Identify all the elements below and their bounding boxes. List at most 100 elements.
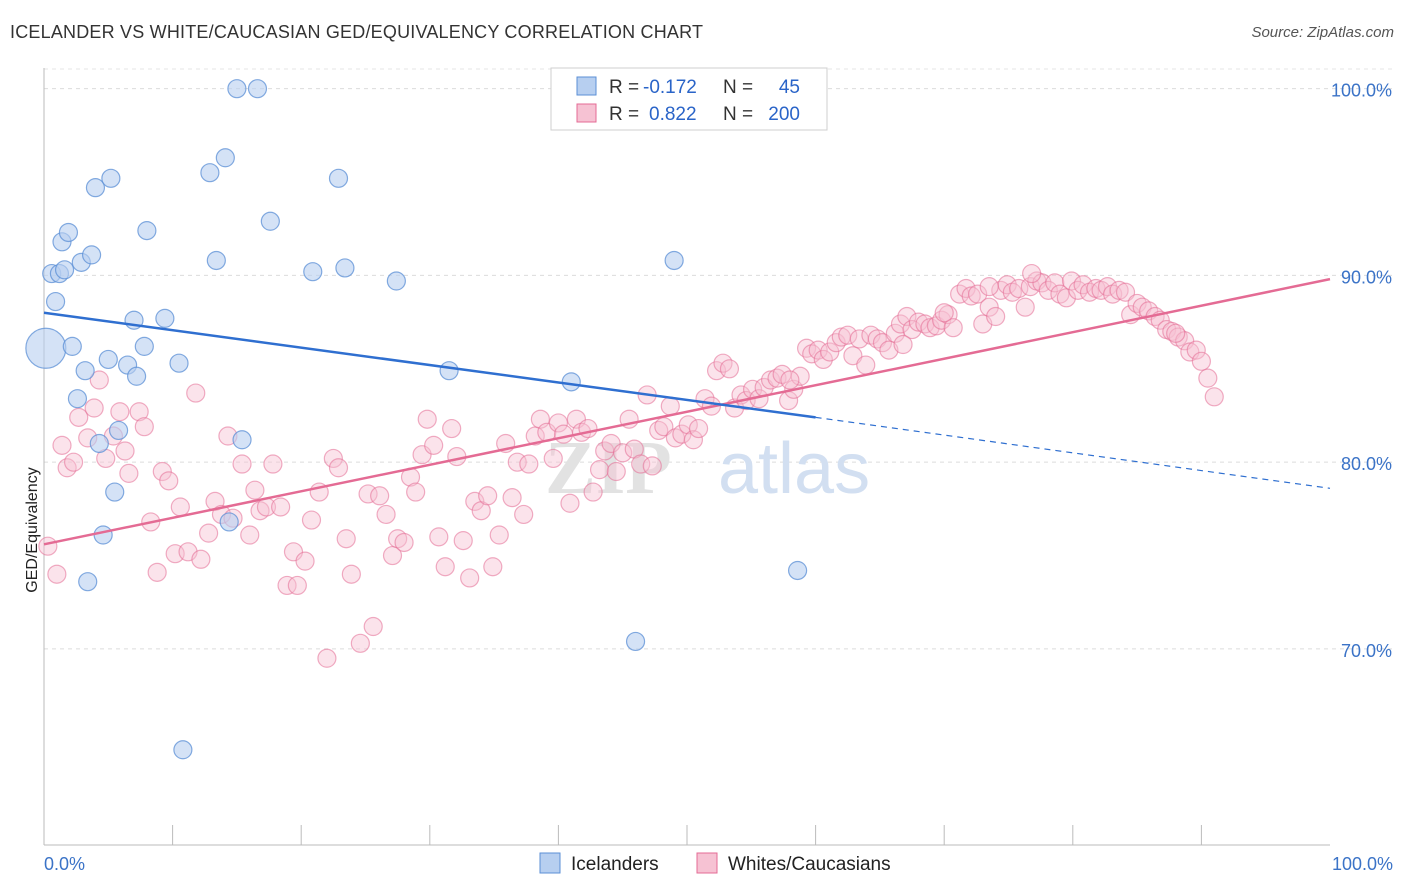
point-icelanders-8 bbox=[67, 389, 88, 409]
legend-swatch-pink bbox=[576, 103, 597, 123]
point-whites-110 bbox=[719, 359, 740, 379]
point-whites-18 bbox=[152, 461, 172, 482]
point-whites-5 bbox=[69, 407, 89, 427]
x-tick-label-0: 0.0% bbox=[44, 854, 85, 874]
point-whites-45 bbox=[328, 458, 349, 478]
point-icelanders-12 bbox=[81, 245, 102, 265]
point-icelanders-10 bbox=[75, 361, 95, 381]
point-whites-75 bbox=[514, 504, 534, 525]
point-whites-32 bbox=[245, 480, 265, 500]
point-icelanders-40 bbox=[439, 361, 459, 381]
point-icelanders-32 bbox=[227, 79, 247, 99]
point-whites-51 bbox=[370, 486, 390, 506]
point-whites-168 bbox=[1061, 271, 1082, 291]
point-whites-142 bbox=[908, 312, 929, 332]
point-whites-179 bbox=[1127, 293, 1147, 314]
point-whites-60 bbox=[424, 435, 444, 455]
point-icelanders-25 bbox=[155, 308, 175, 328]
point-whites-41 bbox=[301, 510, 322, 530]
point-icelanders-43 bbox=[664, 250, 684, 271]
point-whites-0 bbox=[38, 536, 58, 556]
point-whites-133 bbox=[856, 355, 876, 375]
point-whites-164 bbox=[1038, 280, 1058, 300]
source-label: Source: ZipAtlas.com bbox=[1251, 24, 1394, 41]
point-whites-160 bbox=[1015, 297, 1035, 317]
point-whites-80 bbox=[543, 448, 563, 469]
legend-n-value-2: 200 bbox=[768, 104, 800, 125]
point-whites-154 bbox=[979, 297, 999, 317]
y-tick-labels: 100.0% 90.0% 80.0% 70.0% bbox=[1331, 81, 1392, 661]
point-whites-30 bbox=[232, 454, 252, 474]
point-whites-44 bbox=[323, 448, 343, 469]
point-whites-176 bbox=[1109, 280, 1129, 300]
point-whites-91 bbox=[606, 461, 626, 482]
legend-icelanders-label: Icelanders bbox=[571, 854, 659, 875]
point-whites-24 bbox=[191, 549, 211, 569]
point-icelanders-16 bbox=[98, 349, 118, 370]
point-whites-136 bbox=[872, 333, 893, 353]
point-whites-48 bbox=[350, 633, 370, 653]
y-tick-label-1: 90.0% bbox=[1341, 267, 1392, 287]
point-whites-64 bbox=[447, 446, 467, 467]
point-whites-1 bbox=[47, 564, 67, 584]
point-whites-122 bbox=[790, 366, 810, 386]
point-whites-191 bbox=[1198, 368, 1218, 388]
point-whites-17 bbox=[147, 562, 167, 582]
point-whites-82 bbox=[553, 424, 574, 444]
point-whites-131 bbox=[843, 346, 863, 366]
point-icelanders-15 bbox=[93, 525, 113, 545]
point-whites-39 bbox=[287, 575, 307, 596]
point-whites-151 bbox=[961, 286, 981, 306]
point-whites-148 bbox=[943, 318, 963, 338]
point-whites-155 bbox=[986, 306, 1006, 327]
point-icelanders-23 bbox=[134, 336, 154, 356]
point-whites-63 bbox=[442, 418, 462, 439]
point-icelanders-22 bbox=[126, 366, 147, 386]
point-whites-23 bbox=[186, 383, 206, 403]
point-whites-52 bbox=[376, 504, 396, 525]
point-icelanders-29 bbox=[206, 250, 226, 271]
point-whites-43 bbox=[317, 648, 337, 668]
point-icelanders-11 bbox=[78, 572, 98, 592]
point-icelanders-27 bbox=[173, 740, 193, 760]
point-icelanders-5 bbox=[54, 260, 75, 280]
point-whites-73 bbox=[502, 488, 522, 508]
trend-lines bbox=[43, 277, 1331, 546]
point-icelanders-6 bbox=[58, 222, 79, 243]
point-icelanders-18 bbox=[105, 482, 125, 502]
point-whites-144 bbox=[920, 318, 940, 338]
point-whites-13 bbox=[119, 463, 139, 483]
point-whites-7 bbox=[84, 398, 104, 418]
point-whites-59 bbox=[417, 409, 437, 429]
point-whites-61 bbox=[429, 527, 449, 547]
axes bbox=[43, 68, 1330, 846]
series-legend: Icelanders Whites/Caucasians bbox=[539, 852, 891, 875]
point-icelanders-24 bbox=[137, 221, 157, 241]
point-whites-62 bbox=[435, 557, 455, 577]
y-tick-label-0: 100.0% bbox=[1331, 81, 1392, 101]
legend-r-value-2: 0.822 bbox=[649, 104, 697, 125]
point-whites-190 bbox=[1191, 351, 1212, 371]
point-whites-195 bbox=[1166, 323, 1186, 343]
point-icelanders-42 bbox=[625, 631, 646, 652]
point-whites-46 bbox=[336, 529, 356, 549]
point-icelanders-17 bbox=[101, 168, 121, 188]
legend-r-label-1: R = bbox=[609, 77, 639, 98]
point-whites-128 bbox=[826, 333, 846, 353]
point-whites-83 bbox=[560, 493, 580, 513]
trendline-icelanders bbox=[43, 311, 816, 419]
point-whites-47 bbox=[341, 564, 361, 584]
point-whites-126 bbox=[813, 349, 833, 370]
point-whites-98 bbox=[649, 420, 669, 441]
point-whites-36 bbox=[271, 497, 291, 517]
legend-n-label-2: N = bbox=[723, 104, 753, 125]
point-whites-37 bbox=[277, 575, 297, 596]
point-icelanders-33 bbox=[232, 430, 252, 450]
point-whites-69 bbox=[478, 486, 498, 506]
point-whites-103 bbox=[678, 415, 698, 435]
y-tick-label-2: 80.0% bbox=[1341, 454, 1392, 474]
point-icelanders-31 bbox=[219, 512, 239, 532]
point-icelanders-19 bbox=[108, 420, 129, 441]
legend-r-label-2: R = bbox=[609, 104, 639, 125]
